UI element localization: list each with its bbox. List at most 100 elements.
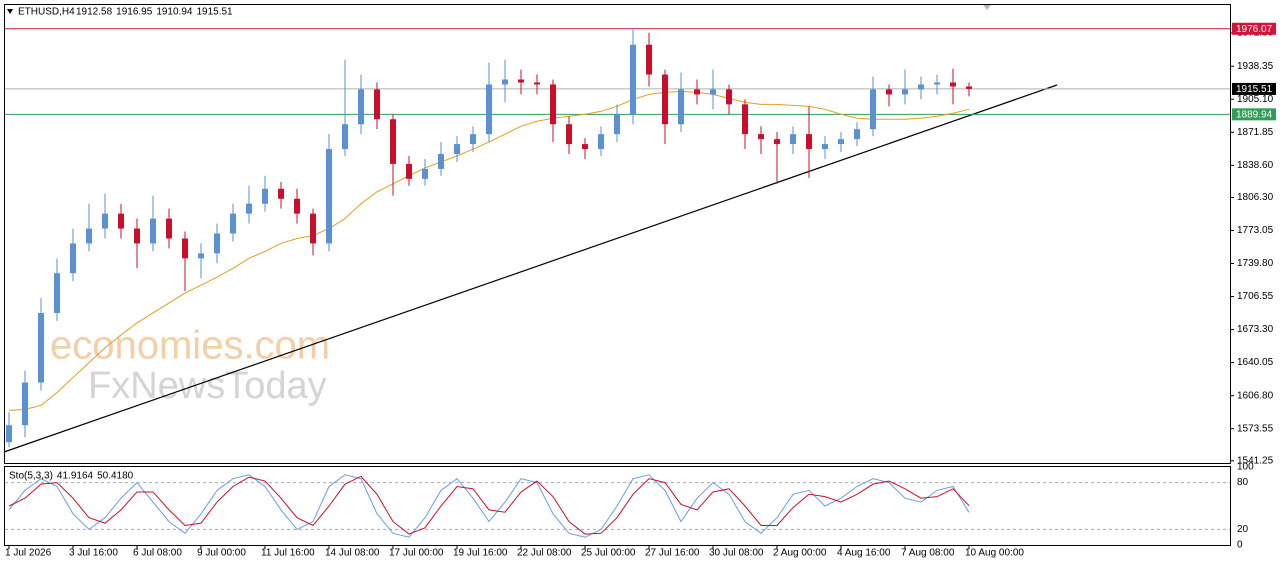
candle-body	[246, 203, 252, 214]
candle-body	[198, 253, 204, 259]
x-tick-label: 14 Jul 08:00	[325, 548, 380, 559]
level-label: 1915.51	[1236, 84, 1273, 95]
x-tick-label: 1 Jul 2026	[5, 548, 52, 559]
indicator-label: Sto(5,3,3)	[9, 471, 53, 482]
header-value: 1912.58	[76, 7, 113, 18]
candle-body	[134, 228, 140, 244]
candle-body	[678, 89, 684, 125]
candle-body	[54, 273, 60, 313]
indicator-panel	[4, 466, 1231, 546]
candle-body	[950, 82, 956, 87]
candle-body	[438, 154, 444, 169]
candle-body	[870, 89, 876, 130]
candle-body	[662, 74, 668, 125]
indicator-value: 41.9164	[57, 471, 94, 482]
indicator-tick-label: 20	[1237, 524, 1249, 535]
candle-body	[422, 168, 428, 179]
candle-body	[886, 89, 892, 95]
candle-body	[518, 79, 524, 83]
y-tick-label: 1739.80	[1237, 258, 1274, 269]
candle-body	[6, 425, 12, 443]
indicator-tick-label: 80	[1237, 477, 1249, 488]
y-tick-label: 1905.10	[1237, 94, 1274, 105]
candle-body	[822, 144, 828, 150]
candle-body	[710, 89, 716, 95]
candle-body	[342, 124, 348, 150]
x-tick-label: 22 Jul 08:00	[517, 548, 572, 559]
candle-body	[774, 139, 780, 145]
x-tick-label: 9 Jul 00:00	[197, 548, 246, 559]
candle-body	[470, 134, 476, 145]
candle-body	[918, 84, 924, 90]
candle-body	[390, 119, 396, 164]
candle-body	[326, 149, 332, 244]
candle-body	[358, 89, 364, 125]
candle-body	[758, 134, 764, 140]
candle-body	[70, 243, 76, 274]
x-tick-label: 25 Jul 00:00	[581, 548, 636, 559]
candle-body	[646, 44, 652, 75]
x-tick-label: 6 Jul 08:00	[133, 548, 182, 559]
stochastic-line	[8, 475, 970, 535]
candle-body	[278, 188, 284, 199]
indicator-value: 50.4180	[97, 471, 134, 482]
candle-body	[742, 104, 748, 135]
x-tick-label: 11 Jul 16:00	[261, 548, 315, 559]
candle-body	[118, 213, 124, 229]
x-tick-label: 17 Jul 00:00	[389, 548, 444, 559]
x-tick-label: 19 Jul 16:00	[453, 548, 508, 559]
level-box	[1232, 82, 1276, 95]
y-tick-label: 1706.55	[1237, 291, 1274, 302]
y-tick-label: 1938.35	[1237, 61, 1274, 72]
candle-body	[566, 124, 572, 145]
candle-body	[838, 139, 844, 145]
y-tick-label: 1541.25	[1237, 455, 1274, 466]
candle-body	[214, 233, 220, 254]
y-tick-label: 1673.30	[1237, 324, 1274, 335]
y-tick-label: 1871.85	[1237, 127, 1274, 138]
candle-body	[102, 213, 108, 229]
watermark: FxNewsToday	[88, 365, 327, 407]
candle-body	[150, 218, 156, 244]
candle-body	[614, 114, 620, 135]
candle-body	[454, 144, 460, 155]
x-tick-label: 10 Aug 00:00	[965, 548, 1024, 559]
candle-body	[854, 129, 860, 140]
level-label: 1976.07	[1236, 24, 1273, 35]
x-tick-label: 4 Aug 16:00	[837, 548, 891, 559]
x-tick-label: 2 Aug 00:00	[773, 548, 827, 559]
candle-body	[262, 188, 268, 204]
level-label: 1889.94	[1236, 109, 1273, 120]
level-box	[1232, 22, 1276, 35]
candle-body	[374, 89, 380, 120]
candle-body	[550, 84, 556, 125]
y-tick-label: 1606.80	[1237, 390, 1274, 401]
candle-body	[502, 79, 508, 85]
y-tick-label: 1806.30	[1237, 192, 1274, 203]
candle-body	[534, 82, 540, 85]
candle-body	[230, 213, 236, 234]
candle-body	[598, 134, 604, 150]
candle-body	[86, 228, 92, 244]
menu-arrow	[7, 9, 13, 14]
x-tick-label: 30 Jul 08:00	[709, 548, 764, 559]
price-panel	[4, 4, 1231, 464]
x-tick-label: 27 Jul 16:00	[645, 548, 700, 559]
candle-body	[790, 134, 796, 145]
candle-body	[310, 213, 316, 244]
shift-marker	[983, 5, 991, 10]
candle-body	[406, 163, 412, 179]
candle-body	[630, 44, 636, 115]
watermark: economies.com	[50, 324, 330, 368]
candle-body	[22, 382, 28, 426]
y-tick-label: 1640.05	[1237, 357, 1274, 368]
indicator-tick-label: 100	[1237, 462, 1254, 473]
x-tick-label: 3 Jul 16:00	[69, 548, 118, 559]
candle-body	[694, 89, 700, 95]
candle-body	[486, 84, 492, 135]
level-box	[1232, 108, 1276, 121]
candle-body	[806, 134, 812, 150]
y-tick-label: 1773.05	[1237, 225, 1274, 236]
